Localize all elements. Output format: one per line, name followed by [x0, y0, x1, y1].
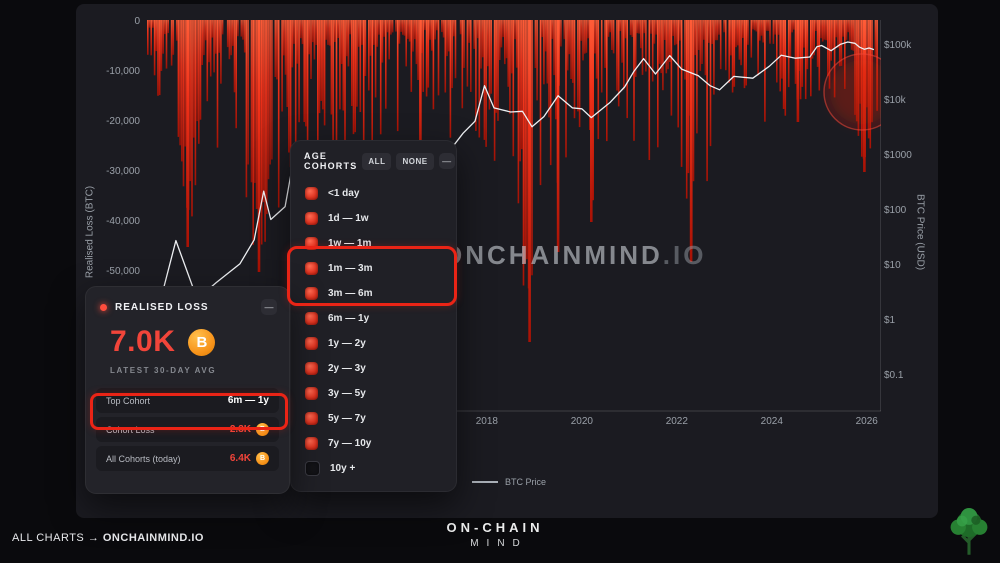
btc-price-line-swatch [472, 481, 498, 483]
cohort-checkbox-icon[interactable] [305, 387, 318, 400]
cohort-checkbox-icon[interactable] [305, 212, 318, 225]
left-axis-title: Realised Loss (BTC) [84, 185, 96, 279]
loss-row-value: 6.4K B [230, 452, 269, 465]
cohort-item-label: 3y — 5y [328, 388, 366, 399]
cohort-item-3y-5y[interactable]: 3y — 5y [291, 381, 456, 406]
realised-loss-header: REALISED LOSS — [86, 287, 289, 315]
watermark-name: ONCHAINMIND [442, 240, 663, 270]
cohort-item-label: 6m — 1y [328, 313, 370, 324]
cohort-checkbox-icon[interactable] [305, 262, 318, 275]
legend-label: BTC Price [505, 477, 547, 487]
highlight-annotation-cohorts [287, 246, 457, 306]
cohort-item-label: 1d — 1w [328, 213, 369, 224]
cohort-item-3m-6m[interactable]: 3m — 6m [291, 281, 456, 306]
loss-minimize-button[interactable]: — [261, 299, 277, 315]
arrow-icon: → [87, 532, 100, 544]
loss-row-label: All Cohorts (today) [106, 453, 181, 464]
cohorts-all-button[interactable]: ALL [362, 152, 392, 170]
cohort-checkbox-icon[interactable] [305, 337, 318, 350]
onchain-mind-logo: ON-CHAIN MIND [425, 520, 565, 549]
cohort-checkbox-icon[interactable] [305, 362, 318, 375]
cohort-checkbox-icon[interactable] [305, 437, 318, 450]
cohort-list: <1 day 1d — 1w 1w — 1m 1m — 3m 3m — 6m 6m — 1… [291, 177, 456, 489]
watermark: ONCHAINMIND.IO [442, 240, 706, 271]
cohorts-none-button[interactable]: NONE [396, 152, 434, 170]
cohort-item-6m-1y[interactable]: 6m — 1y [291, 306, 456, 331]
cohort-item-label: 1w — 1m [328, 238, 372, 249]
realised-loss-panel: REALISED LOSS — 7.0K B LATEST 30-DAY AVG… [85, 286, 290, 494]
loss-row-label: Top Cohort [106, 395, 151, 406]
cohort-item-label: 5y — 7y [328, 413, 366, 424]
cohort-item-label: 1y — 2y [328, 338, 366, 349]
cohorts-minimize-button[interactable]: — [438, 153, 455, 169]
age-cohorts-header: AGE COHORTS ALL NONE — [291, 141, 456, 177]
red-dot-icon [100, 303, 107, 311]
loss-value-caption: LATEST 30-DAY AVG [110, 366, 217, 375]
realised-loss-title: REALISED LOSS [115, 301, 209, 313]
cohort-checkbox-icon[interactable] [305, 412, 318, 425]
cohort-checkbox-icon[interactable] [305, 461, 320, 476]
recent-loss-highlight-glow [830, 60, 881, 124]
loss-price-chart[interactable] [145, 20, 881, 412]
footer-prefix: ALL CHARTS [12, 532, 85, 544]
cohort-item-7y-10y[interactable]: 7y — 10y [291, 431, 456, 456]
logo-line1: ON-CHAIN [446, 520, 544, 535]
cohort-checkbox-icon[interactable] [305, 187, 318, 200]
cohort-item-1y-2y[interactable]: 1y — 2y [291, 331, 456, 356]
cohort-item-5y-7y[interactable]: 5y — 7y [291, 406, 456, 431]
tree-logo [950, 508, 988, 555]
cohort-item-label: 10y + [330, 463, 356, 474]
cohort-item-1d-1w[interactable]: 1d — 1w [291, 206, 456, 231]
cohort-item-10y[interactable]: 10y + [291, 456, 456, 481]
cohort-item-label: 7y — 10y [328, 438, 372, 449]
loss-row-all-cohorts-today: All Cohorts (today) 6.4K B [96, 446, 279, 471]
age-cohorts-title: AGE COHORTS [304, 151, 358, 171]
recent-loss-highlight-circle [823, 53, 881, 131]
cohort-item-2y-3y[interactable]: 2y — 3y [291, 356, 456, 381]
footer-brand-link[interactable]: ONCHAINMIND.IO [102, 532, 204, 544]
chart-legend: BTC Price [472, 477, 546, 487]
age-cohorts-panel: AGE COHORTS ALL NONE — <1 day 1d — 1w 1w —… [290, 140, 457, 492]
cohort-checkbox-icon[interactable] [305, 287, 318, 300]
cohort-item-label: 2y — 3y [328, 363, 366, 374]
realised-loss-spikes [147, 20, 878, 342]
highlight-annotation-top-cohort [90, 393, 288, 430]
cohort-item-label: <1 day [328, 188, 360, 199]
loss-value: 7.0K [110, 325, 176, 358]
footer-all-charts[interactable]: ALL CHARTS → ONCHAINMIND.IO [12, 532, 204, 544]
loss-row-top-cohort: Top Cohort 6m — 1y [96, 388, 279, 413]
cohort-item-label: 3m — 6m [328, 288, 373, 299]
cohort-checkbox-icon[interactable] [305, 312, 318, 325]
cohort-item-1-day[interactable]: <1 day [291, 181, 456, 206]
right-axis-title: BTC Price (USD) [914, 193, 926, 271]
cohort-item-1m-3m[interactable]: 1m — 3m [291, 256, 456, 281]
bitcoin-icon: B [188, 328, 216, 356]
loss-value-row: 7.0K B [86, 315, 289, 359]
bitcoin-coin-icon: B [256, 452, 269, 465]
watermark-tld: .IO [662, 240, 707, 270]
cohort-item-label: 1m — 3m [328, 263, 373, 274]
logo-line2: MIND [470, 538, 528, 549]
loss-row-value: 6m — 1y [227, 395, 269, 406]
